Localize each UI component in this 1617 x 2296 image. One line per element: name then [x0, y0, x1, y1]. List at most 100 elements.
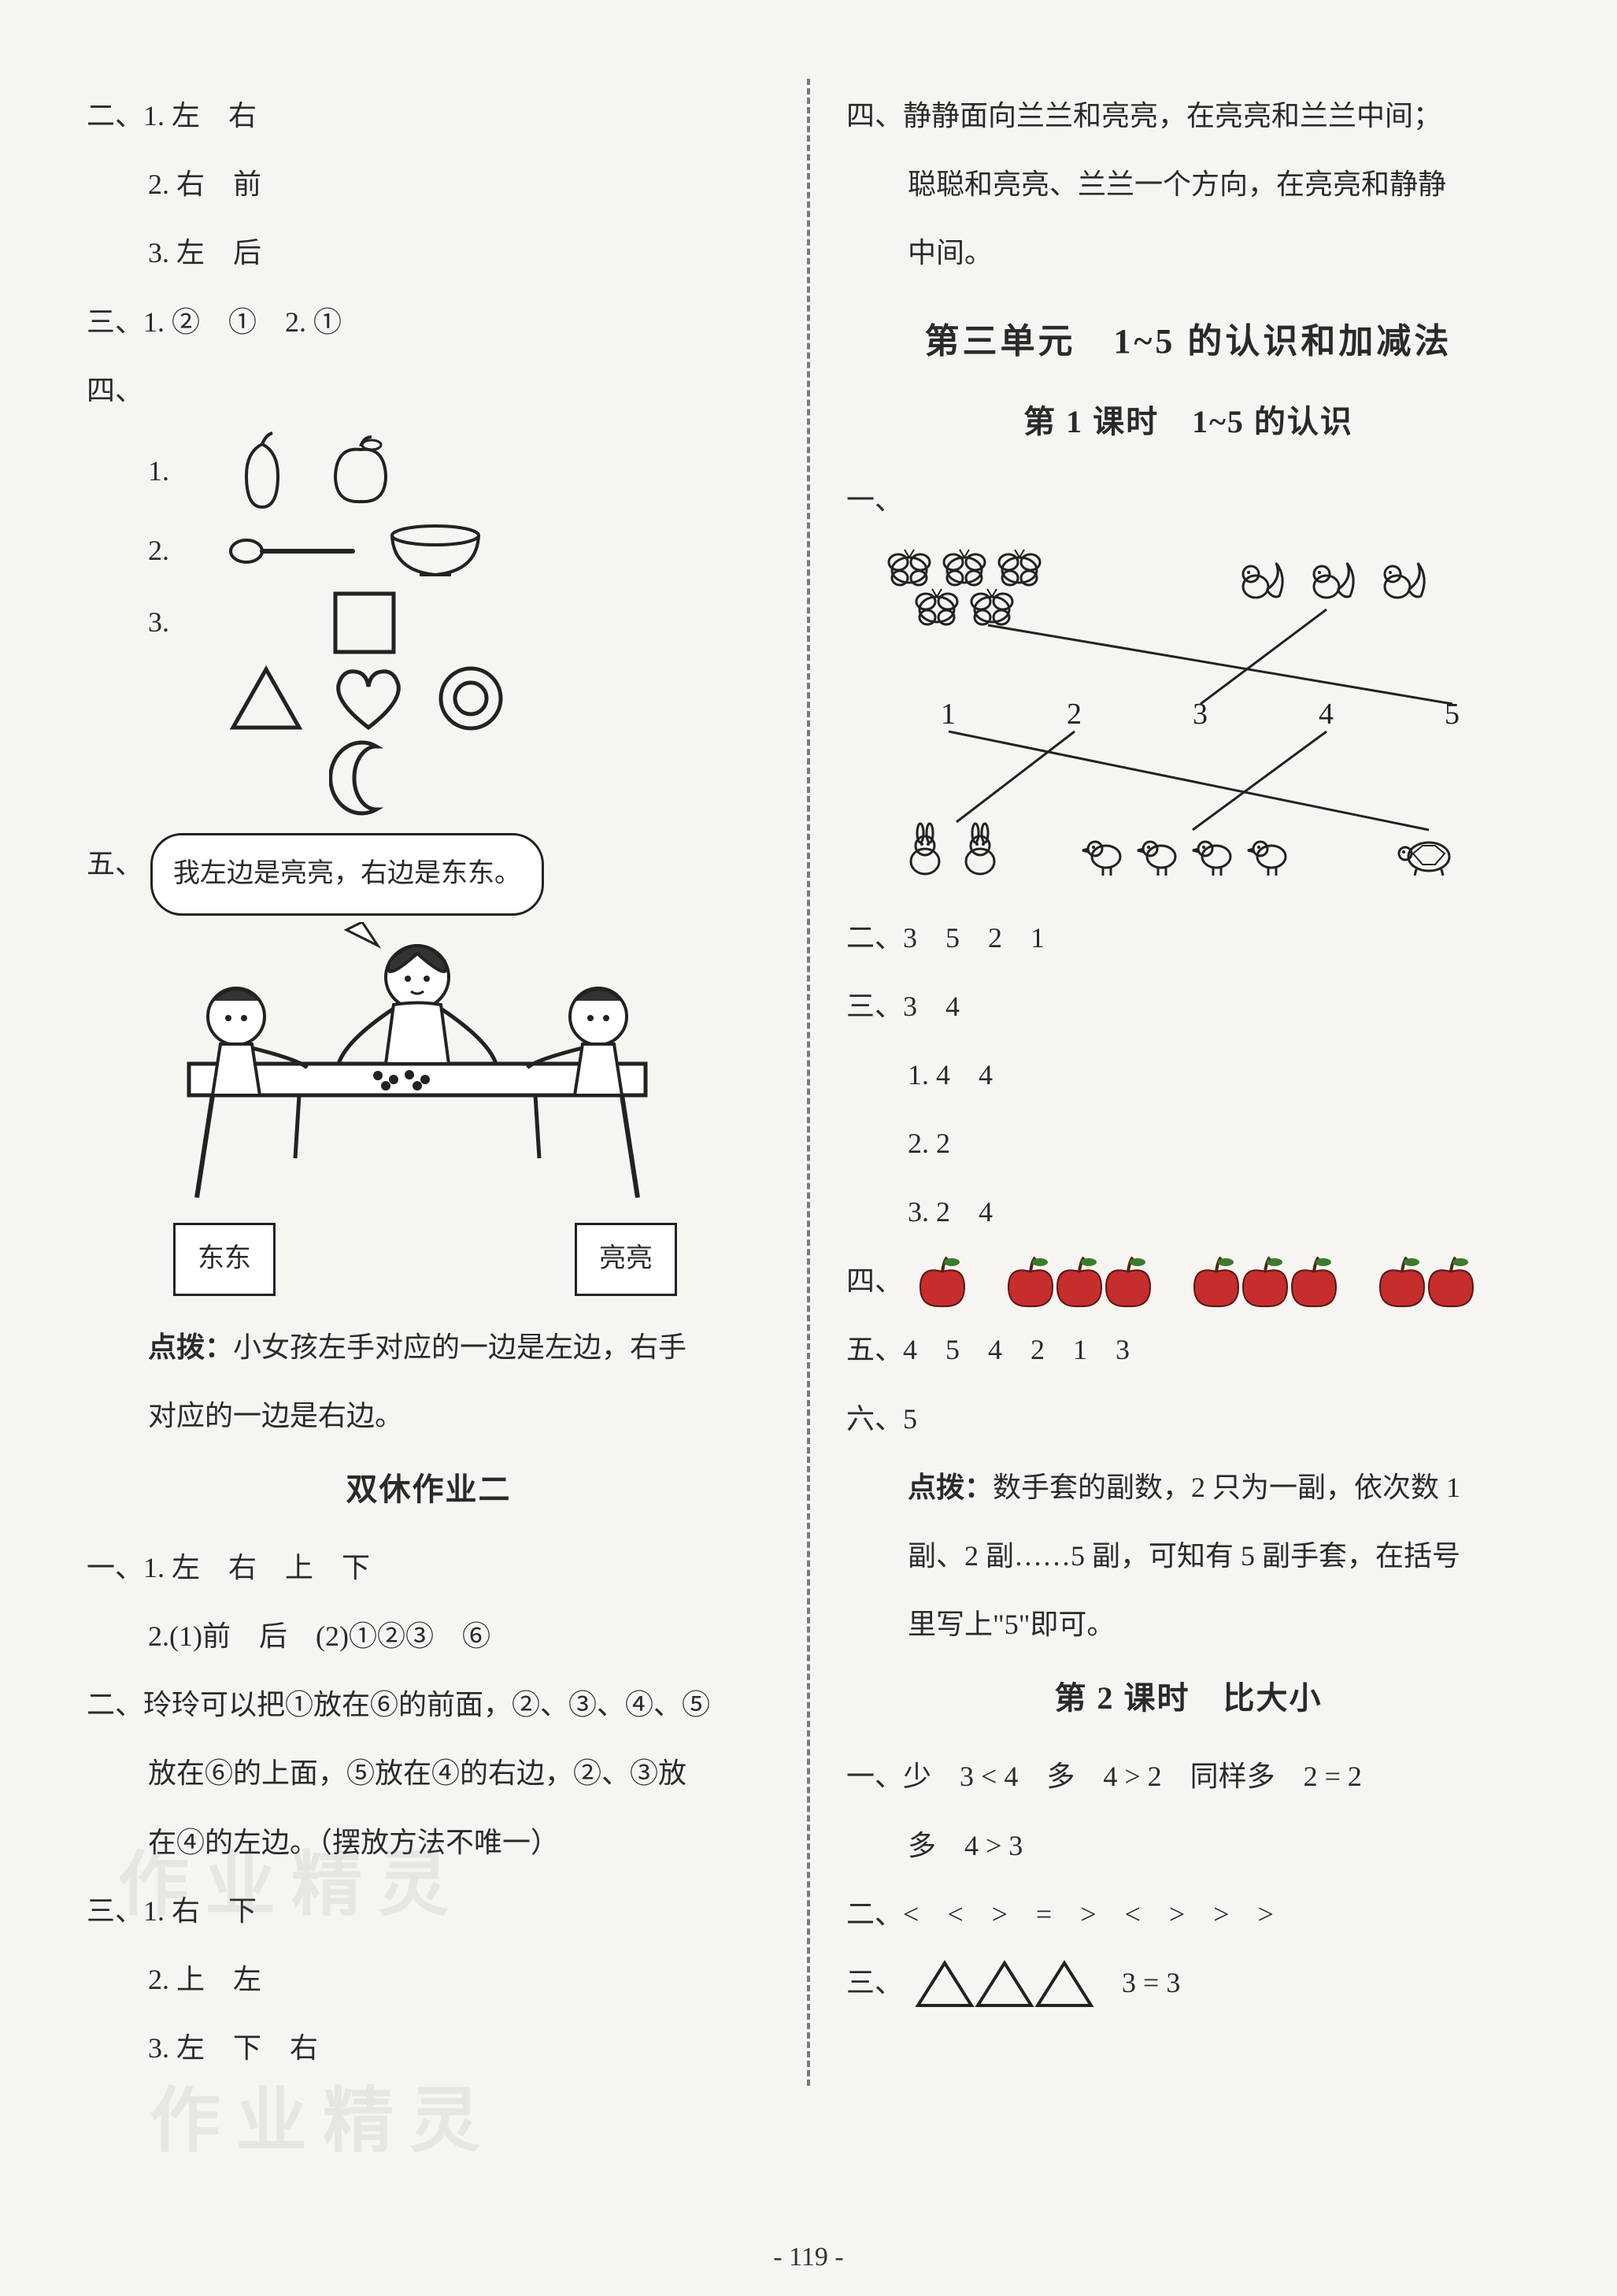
hw2-s1-l2: 2.(1)前 后 (2)①②③ ⑥ [87, 1605, 771, 1668]
hw2-s2-l2: 放在⑥的上面，⑤放在④的右边，②、③放 [87, 1742, 771, 1805]
l2-s1-l1: 一、少 3 < 4 多 4 > 2 同样多 2 = 2 [846, 1746, 1530, 1808]
l2-s2-label: 二、 [846, 1898, 903, 1930]
match-num-2: 2 [1067, 698, 1082, 731]
sec4-row1-num: 1. [148, 440, 203, 502]
sec5-row: 五、 我左边是亮亮，右边是东东。 [87, 833, 771, 916]
l2-s1-t1: 少 3 < 4 多 4 > 2 同样多 2 = 2 [903, 1761, 1362, 1792]
l1-s6-tip1: 点拨：数手套的副数，2 只为一副，依次数 1 [846, 1457, 1530, 1519]
right-person-label: 亮亮 [575, 1223, 677, 1296]
sec4-row1: 1. [87, 428, 771, 515]
match-label-row: 一、 [846, 469, 1530, 531]
sec2-item2: 2. 右 前 [87, 154, 771, 216]
sec4-row3a: 3. [87, 587, 771, 658]
heart-icon [329, 663, 408, 734]
scene-illustration [142, 922, 709, 1213]
l1-s5: 五、4 5 4 2 1 3 [846, 1319, 1530, 1381]
match-label: 一、 [846, 484, 903, 516]
left-person-label: 东东 [173, 1223, 276, 1296]
apple-outline-icon [321, 432, 400, 511]
hw2-s2-t1: 玲玲可以把①放在⑥的前面，②、③、④、⑤ [143, 1689, 710, 1720]
lesson1-title: 第 1 课时 1~5 的认识 [846, 387, 1530, 457]
hw2-s1-t1: 1. 左 右 上 下 [143, 1552, 370, 1583]
l1-s3-i1: 1. 4 4 [846, 1044, 1530, 1106]
hw2-s1-label: 一、 [87, 1552, 143, 1583]
sec2-item1: 1. 左 右 [143, 100, 257, 131]
l1-s6-text: 5 [903, 1403, 917, 1435]
match-num-1: 1 [941, 698, 956, 731]
left-column: 二、1. 左 右 2. 右 前 3. 左 后 三、1. ② ① 2. ① 四、 … [87, 79, 804, 2086]
l2-s3-label: 三、 [846, 1967, 903, 1998]
matching-diagram: 1 2 3 4 5 [846, 539, 1523, 901]
bowl-icon [384, 520, 487, 583]
l1-s3-label: 三、 [846, 991, 903, 1022]
sec4-label-row: 四、 [87, 360, 771, 422]
r-sec4-l2: 聪聪和亮亮、兰兰一个方向，在亮亮和静静 [846, 154, 1530, 216]
l1-s5-label: 五、 [846, 1334, 903, 1365]
l1-s3-headtext: 3 4 [903, 991, 960, 1022]
l2-s3-text: 3 = 3 [1122, 1967, 1180, 1998]
sec3-text: 1. ② ① 2. ① [143, 306, 342, 338]
hw2-s3-l2: 2. 上 左 [87, 1949, 771, 2011]
hw2-s3-t1: 1. 右 下 [143, 1895, 257, 1927]
hw2-s2-l1: 二、玲玲可以把①放在⑥的前面，②、③、④、⑤ [87, 1674, 771, 1736]
l1-s4-label: 四、 [846, 1250, 903, 1313]
l1-s6-tip-t1: 数手套的副数，2 只为一副，依次数 1 [993, 1472, 1460, 1503]
l1-s3-head: 三、3 4 [846, 976, 1530, 1038]
l2-s3: 三、 3 = 3 [846, 1952, 1530, 2014]
sec5-label: 五、 [87, 848, 143, 880]
speech-bubble: 我左边是亮亮，右边是东东。 [150, 833, 544, 916]
l1-s6-tip-label: 点拨： [908, 1472, 993, 1503]
page: 作业精灵 作业精灵 二、1. 左 右 2. 右 前 3. 左 后 三、1. ② … [0, 0, 1617, 2296]
moon-icon [329, 739, 400, 817]
l2-s2: 二、< < > = > < > > > [846, 1883, 1530, 1946]
sec4-label: 四、 [87, 375, 143, 406]
r-sec4-l3: 中间。 [846, 222, 1530, 284]
hw2-s2-label: 二、 [87, 1689, 143, 1720]
sec4-row2: 2. [87, 520, 771, 583]
r-sec4-t1: 静静面向兰兰和亮亮，在亮亮和兰兰中间； [903, 100, 1441, 131]
hw2-s2-l3: 在④的左边。（摆放方法不唯一） [87, 1812, 771, 1874]
sec4-row3-num: 3. [148, 591, 203, 654]
double-circle-icon [431, 663, 510, 734]
sec5-tip-row2: 对应的一边是右边。 [87, 1385, 771, 1447]
spoon-icon [227, 528, 361, 575]
sec4-row3b [87, 663, 771, 734]
lesson2-title: 第 2 课时 比大小 [846, 1664, 1530, 1733]
right-column: 四、静静面向兰兰和亮亮，在亮亮和兰兰中间； 聪聪和亮亮、兰兰一个方向，在亮亮和静… [813, 79, 1530, 2086]
page-number: - 119 - [0, 2242, 1617, 2272]
sec2-label: 二、 [87, 100, 143, 131]
sec2-item3: 3. 左 后 [87, 222, 771, 284]
scene-labels: 东东 亮亮 [173, 1223, 677, 1296]
hw2-s3-l3: 3. 左 下 右 [87, 2017, 771, 2079]
hw2-s1-l1: 一、1. 左 右 上 下 [87, 1537, 771, 1599]
l1-s4-row: 四、 [846, 1250, 1530, 1313]
hw2-s3-l1: 三、1. 右 下 [87, 1880, 771, 1942]
l1-s2-label: 二、 [846, 922, 903, 954]
sec5-tip-row1: 点拨：小女孩左手对应的一边是左边，右手 [87, 1316, 771, 1379]
unit3-title: 第三单元 1~5 的认识和加减法 [846, 304, 1530, 380]
l1-s2: 二、3 5 2 1 [846, 907, 1530, 969]
l1-s6-tip2: 副、2 副……5 副，可知有 5 副手套，在括号 [846, 1525, 1530, 1587]
l1-s6: 六、5 [846, 1388, 1530, 1450]
sec2-row1: 二、1. 左 右 [87, 85, 771, 147]
l2-s1-label: 一、 [846, 1761, 903, 1792]
l1-s5-text: 4 5 4 2 1 3 [903, 1334, 1130, 1365]
tip-text-1: 小女孩左手对应的一边是左边，右手 [233, 1331, 686, 1363]
l1-s6-label: 六、 [846, 1403, 903, 1435]
pear-icon [227, 428, 298, 515]
column-divider [807, 79, 810, 2086]
l1-s3-i2: 2. 2 [846, 1113, 1530, 1175]
square-icon [329, 587, 400, 658]
speech-text: 我左边是亮亮，右边是东东。 [173, 859, 521, 888]
l1-s3-i3: 3. 2 4 [846, 1181, 1530, 1243]
tip-label: 点拨： [148, 1331, 233, 1363]
r-sec4-l1: 四、静静面向兰兰和亮亮，在亮亮和兰兰中间； [846, 85, 1530, 147]
columns: 二、1. 左 右 2. 右 前 3. 左 后 三、1. ② ① 2. ① 四、 … [87, 79, 1530, 2086]
triangle-icon [227, 663, 305, 734]
sec3-row: 三、1. ② ① 2. ① [87, 291, 771, 354]
apples-icons [911, 1250, 1525, 1313]
r-sec4-label: 四、 [846, 100, 903, 131]
sec4-row3c [87, 739, 771, 817]
match-num-4: 4 [1319, 698, 1334, 731]
sec4-row2-num: 2. [148, 520, 203, 582]
